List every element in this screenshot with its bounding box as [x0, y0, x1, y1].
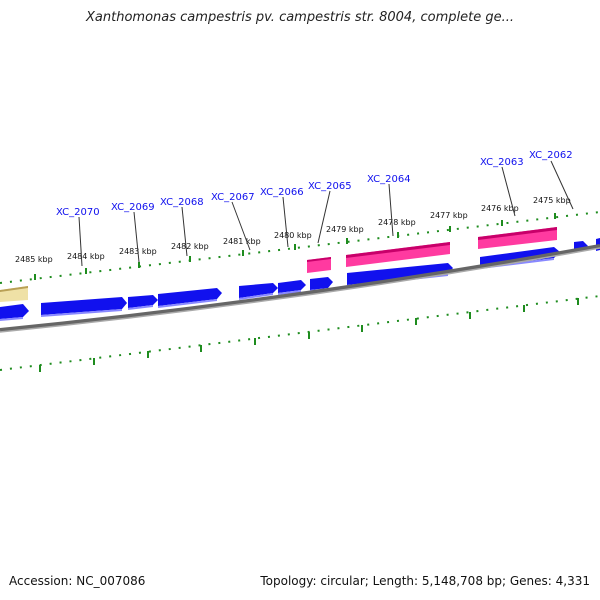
kbp-label: 2475 kbp: [533, 196, 571, 205]
kbp-label: 2476 kbp: [481, 204, 519, 213]
forward-genes[interactable]: [0, 238, 600, 319]
kbp-label: 2478 kbp: [378, 218, 416, 227]
kbp-label: 2479 kbp: [326, 225, 364, 234]
kbp-label: 2477 kbp: [430, 211, 468, 220]
gene-feature: [128, 295, 158, 308]
outer-major-ticks: [34, 213, 556, 280]
inner-tick-track: [0, 295, 600, 372]
outer-tick-track: [0, 211, 600, 284]
kbp-label: 2480 kbp: [274, 231, 312, 240]
locus-tag[interactable]: XC_2062: [529, 150, 573, 161]
locus-tag[interactable]: XC_2064: [367, 174, 411, 185]
accession-label: Accession: NC_007086: [9, 574, 146, 588]
gene-feature-shadow: [0, 286, 28, 292]
gene-feature: [278, 280, 306, 293]
locus-tag[interactable]: XC_2066: [260, 187, 304, 198]
gene-feature: [41, 297, 127, 315]
gene-feature-shadow: [346, 242, 450, 258]
genome-summary: Topology: circular; Length: 5,148,708 bp…: [260, 574, 590, 588]
kbp-label: 2485 kbp: [15, 255, 53, 264]
kbp-label: 2482 kbp: [171, 242, 209, 251]
locus-tag[interactable]: XC_2067: [211, 192, 255, 203]
genome-title: Xanthomonas campestris pv. campestris st…: [86, 10, 514, 25]
locus-tag[interactable]: XC_2068: [160, 197, 204, 208]
kbp-label: 2484 kbp: [67, 252, 105, 261]
gene-feature-shadow: [478, 227, 557, 240]
locus-tag[interactable]: XC_2069: [111, 202, 155, 213]
gene-feature: [347, 263, 453, 285]
highlighted-genes[interactable]: [307, 227, 557, 273]
genome-backbone: [0, 244, 600, 333]
kbp-label: 2481 kbp: [223, 237, 261, 246]
locus-tag[interactable]: XC_2065: [308, 181, 352, 192]
other-gene[interactable]: [0, 286, 28, 302]
gene-feature: [239, 283, 278, 298]
gene-feature: [0, 304, 29, 319]
locus-tag[interactable]: XC_2070: [56, 207, 100, 218]
gene-feature: [310, 277, 333, 290]
locus-tag-labels: XC_2070 XC_2069 XC_2068 XC_2067 XC_2066 …: [56, 150, 573, 218]
locus-tag[interactable]: XC_2063: [480, 157, 524, 168]
gene-feature-shadow: [307, 257, 331, 262]
locus-leader-lines: [78, 160, 574, 267]
gene-feature: [158, 288, 222, 306]
